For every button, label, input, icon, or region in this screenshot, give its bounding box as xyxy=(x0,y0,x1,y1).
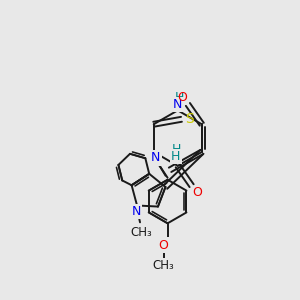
Text: N: N xyxy=(151,152,160,164)
Text: H: H xyxy=(171,150,180,163)
Text: O: O xyxy=(193,186,202,199)
Text: O: O xyxy=(177,91,187,104)
Text: S: S xyxy=(185,112,194,126)
Text: H: H xyxy=(171,142,181,155)
Text: H: H xyxy=(175,91,184,104)
Text: N: N xyxy=(131,205,141,218)
Text: CH₃: CH₃ xyxy=(130,226,152,239)
Text: CH₃: CH₃ xyxy=(153,260,175,272)
Text: N: N xyxy=(173,98,182,111)
Text: O: O xyxy=(159,238,169,252)
